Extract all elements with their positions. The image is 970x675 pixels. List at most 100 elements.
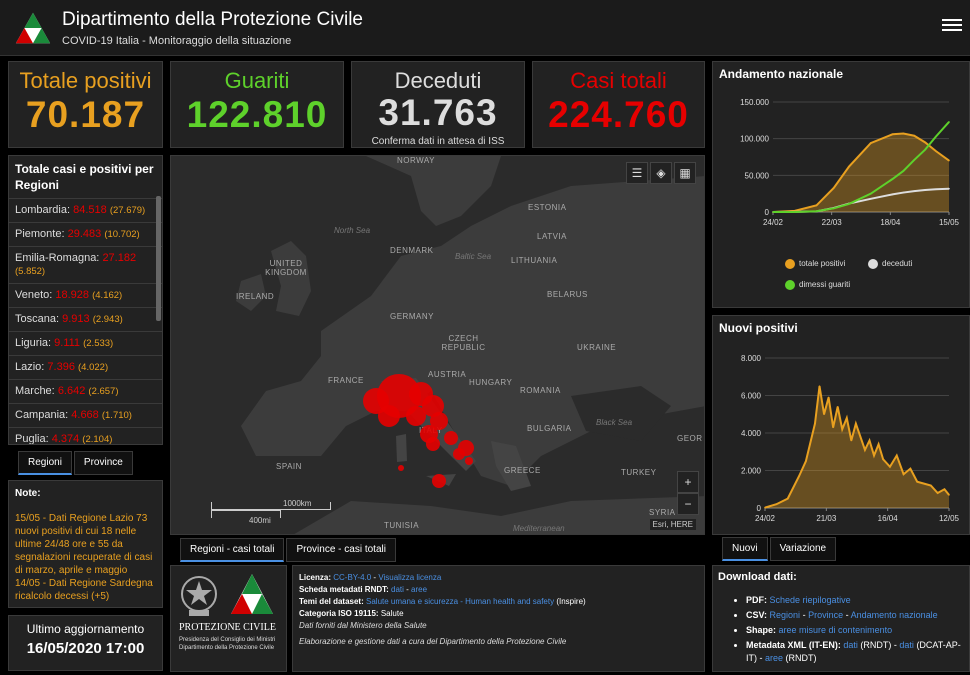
- pdf-link[interactable]: Schede riepilogative: [769, 595, 851, 605]
- region-row[interactable]: Liguria: 9.111 (2.533): [9, 331, 162, 355]
- kpi-label: Deceduti: [394, 68, 482, 93]
- data-point: [798, 475, 800, 477]
- region-row[interactable]: Emilia-Romagna: 27.182 (5.852): [9, 246, 162, 283]
- region-name: Toscana:: [15, 313, 60, 325]
- data-point: [891, 133, 894, 136]
- map-basemap: [236, 156, 704, 534]
- csv-province-link[interactable]: Province: [808, 610, 844, 620]
- scale-bar-mi: [211, 510, 281, 518]
- scale-bar-km: [211, 502, 331, 510]
- data-point: [832, 426, 834, 429]
- app-header: Dipartimento della Protezione Civile COV…: [0, 0, 970, 56]
- region-name: Campania:: [15, 409, 69, 421]
- region-name: Lazio:: [15, 361, 45, 373]
- iso-label: Categoria ISO 19115:: [299, 609, 379, 618]
- series-line: [772, 132, 950, 213]
- rndt-aree-link[interactable]: aree: [411, 585, 428, 594]
- data-point: [848, 165, 850, 168]
- layers-icon[interactable]: ◈: [650, 162, 672, 184]
- seal-caption: PROTEZIONE CIVILE: [179, 622, 276, 633]
- chart-title: Nuovi positivi: [719, 321, 798, 335]
- x-tick-label: 22/03: [822, 218, 843, 227]
- csv-regioni-link[interactable]: Regioni: [769, 610, 801, 620]
- list-view-icon[interactable]: ☰: [626, 162, 648, 184]
- region-positives: (2.104): [82, 434, 113, 445]
- themes-line: Temi del dataset: Salute umana e sicurez…: [299, 596, 698, 608]
- map-view[interactable]: NORWAY ESTONIA LATVIA DENMARK LITHUANIA …: [170, 155, 705, 535]
- source-line: Dati forniti dal Ministero della Salute: [299, 621, 427, 630]
- scale-label-km: 1000km: [283, 499, 312, 508]
- data-point: [935, 135, 937, 138]
- map-attribution[interactable]: Esri, HERE: [649, 519, 696, 530]
- tab-regioni[interactable]: Regioni: [18, 451, 72, 475]
- sea-label: Mediterranean: [513, 524, 565, 533]
- region-row[interactable]: Veneto: 18.928 (4.162): [9, 283, 162, 307]
- region-name: Liguria:: [15, 337, 52, 349]
- y-tick-label: 8.000: [741, 354, 762, 363]
- csv-andamento-link[interactable]: Andamento nazionale: [850, 610, 938, 620]
- region-row[interactable]: Piemonte: 29.483 (10.702): [9, 222, 162, 246]
- region-row[interactable]: Toscana: 9.913 (2.943): [9, 307, 162, 331]
- hamburger-menu-icon[interactable]: [942, 16, 962, 36]
- region-row[interactable]: Lazio: 7.396 (4.022): [9, 355, 162, 379]
- series-line: [773, 121, 950, 213]
- xml-dati-rndt-link[interactable]: dati: [843, 640, 858, 650]
- zoom-out-button[interactable]: −: [677, 493, 699, 515]
- kpi-value: 224.760: [548, 94, 689, 135]
- map-tabs: Regioni - casi totali Province - casi to…: [180, 538, 398, 562]
- shape-label: Shape:: [746, 625, 777, 635]
- themes-link[interactable]: Salute umana e sicurezza - Human health …: [366, 597, 555, 606]
- app-subtitle: COVID-19 Italia - Monitoraggio della sit…: [62, 35, 292, 47]
- tab-province[interactable]: Province: [73, 451, 133, 475]
- download-pdf: PDF: Schede riepilogative: [746, 594, 964, 607]
- data-point: [793, 211, 796, 213]
- regions-panel: Totale casi e positivi per Regioni Lomba…: [8, 155, 163, 445]
- qr-code-icon[interactable]: ▦: [674, 162, 696, 184]
- country-label: NORWAY: [397, 156, 435, 165]
- data-point: [916, 480, 918, 483]
- x-tick-label: 16/04: [878, 514, 899, 523]
- region-row[interactable]: Campania: 4.668 (1.710): [9, 403, 162, 427]
- case-bubbles: [363, 374, 474, 488]
- region-total: 29.483: [67, 228, 102, 240]
- region-name: Puglia:: [15, 433, 49, 445]
- rndt-line: Scheda metadati RNDT: dati - aree: [299, 585, 428, 594]
- kpi-value: 70.187: [25, 94, 146, 135]
- y-tick-label: 4.000: [741, 429, 762, 438]
- region-positives: (2.943): [92, 314, 123, 325]
- region-row[interactable]: Puglia: 4.374 (2.104): [9, 427, 162, 445]
- list-scrollbar[interactable]: [156, 196, 161, 321]
- tab-nuovi[interactable]: Nuovi: [722, 537, 768, 561]
- tab-variazione[interactable]: Variazione: [769, 537, 837, 561]
- license-link[interactable]: CC-BY-4.0: [333, 573, 372, 582]
- region-list[interactable]: Lombardia: 84.518 (27.679) Piemonte: 29.4…: [9, 198, 162, 445]
- chart-title: Andamento nazionale: [719, 67, 844, 81]
- data-point: [948, 494, 950, 496]
- data-point: [924, 148, 926, 151]
- country-label: GEOR: [677, 434, 703, 443]
- zoom-in-button[interactable]: +: [677, 471, 699, 493]
- rndt-dati-link[interactable]: dati: [391, 585, 404, 594]
- region-total: 84.518: [73, 204, 107, 216]
- data-point: [833, 207, 835, 210]
- country-label: GREECE: [504, 466, 541, 475]
- tab-regioni-casi-totali[interactable]: Regioni - casi totali: [180, 538, 285, 562]
- region-total: 4.374: [51, 433, 80, 445]
- region-row[interactable]: Marche: 6.642 (2.657): [9, 379, 162, 403]
- tab-province-casi-totali[interactable]: Province - casi totali: [286, 538, 396, 562]
- data-point: [924, 141, 926, 144]
- national-trend-chart[interactable]: 0 50.000 100.000 150.000 24/02 22/03 18/04 15/0…: [713, 87, 970, 257]
- series-area: [765, 386, 949, 508]
- last-update-label: Ultimo aggiornamento: [26, 622, 145, 636]
- region-row[interactable]: Lombardia: 84.518 (27.679): [9, 198, 162, 222]
- shape-link[interactable]: aree misure di contenimento: [778, 625, 893, 635]
- data-point: [924, 189, 926, 191]
- legend-label: deceduti: [882, 259, 913, 269]
- x-tick-label: 24/02: [755, 514, 776, 523]
- view-license-link[interactable]: Visualizza licenza: [378, 573, 442, 582]
- xml-dati-dcat-link[interactable]: dati: [899, 640, 914, 650]
- country-label: IRELAND: [236, 292, 275, 301]
- rndt-label: Scheda metadati RNDT:: [299, 585, 389, 594]
- xml-aree-link[interactable]: aree: [765, 653, 784, 663]
- new-positives-chart[interactable]: 0 2.000 4.000 6.000 8.000 24/02 21/03 16/04 12/0…: [713, 341, 970, 531]
